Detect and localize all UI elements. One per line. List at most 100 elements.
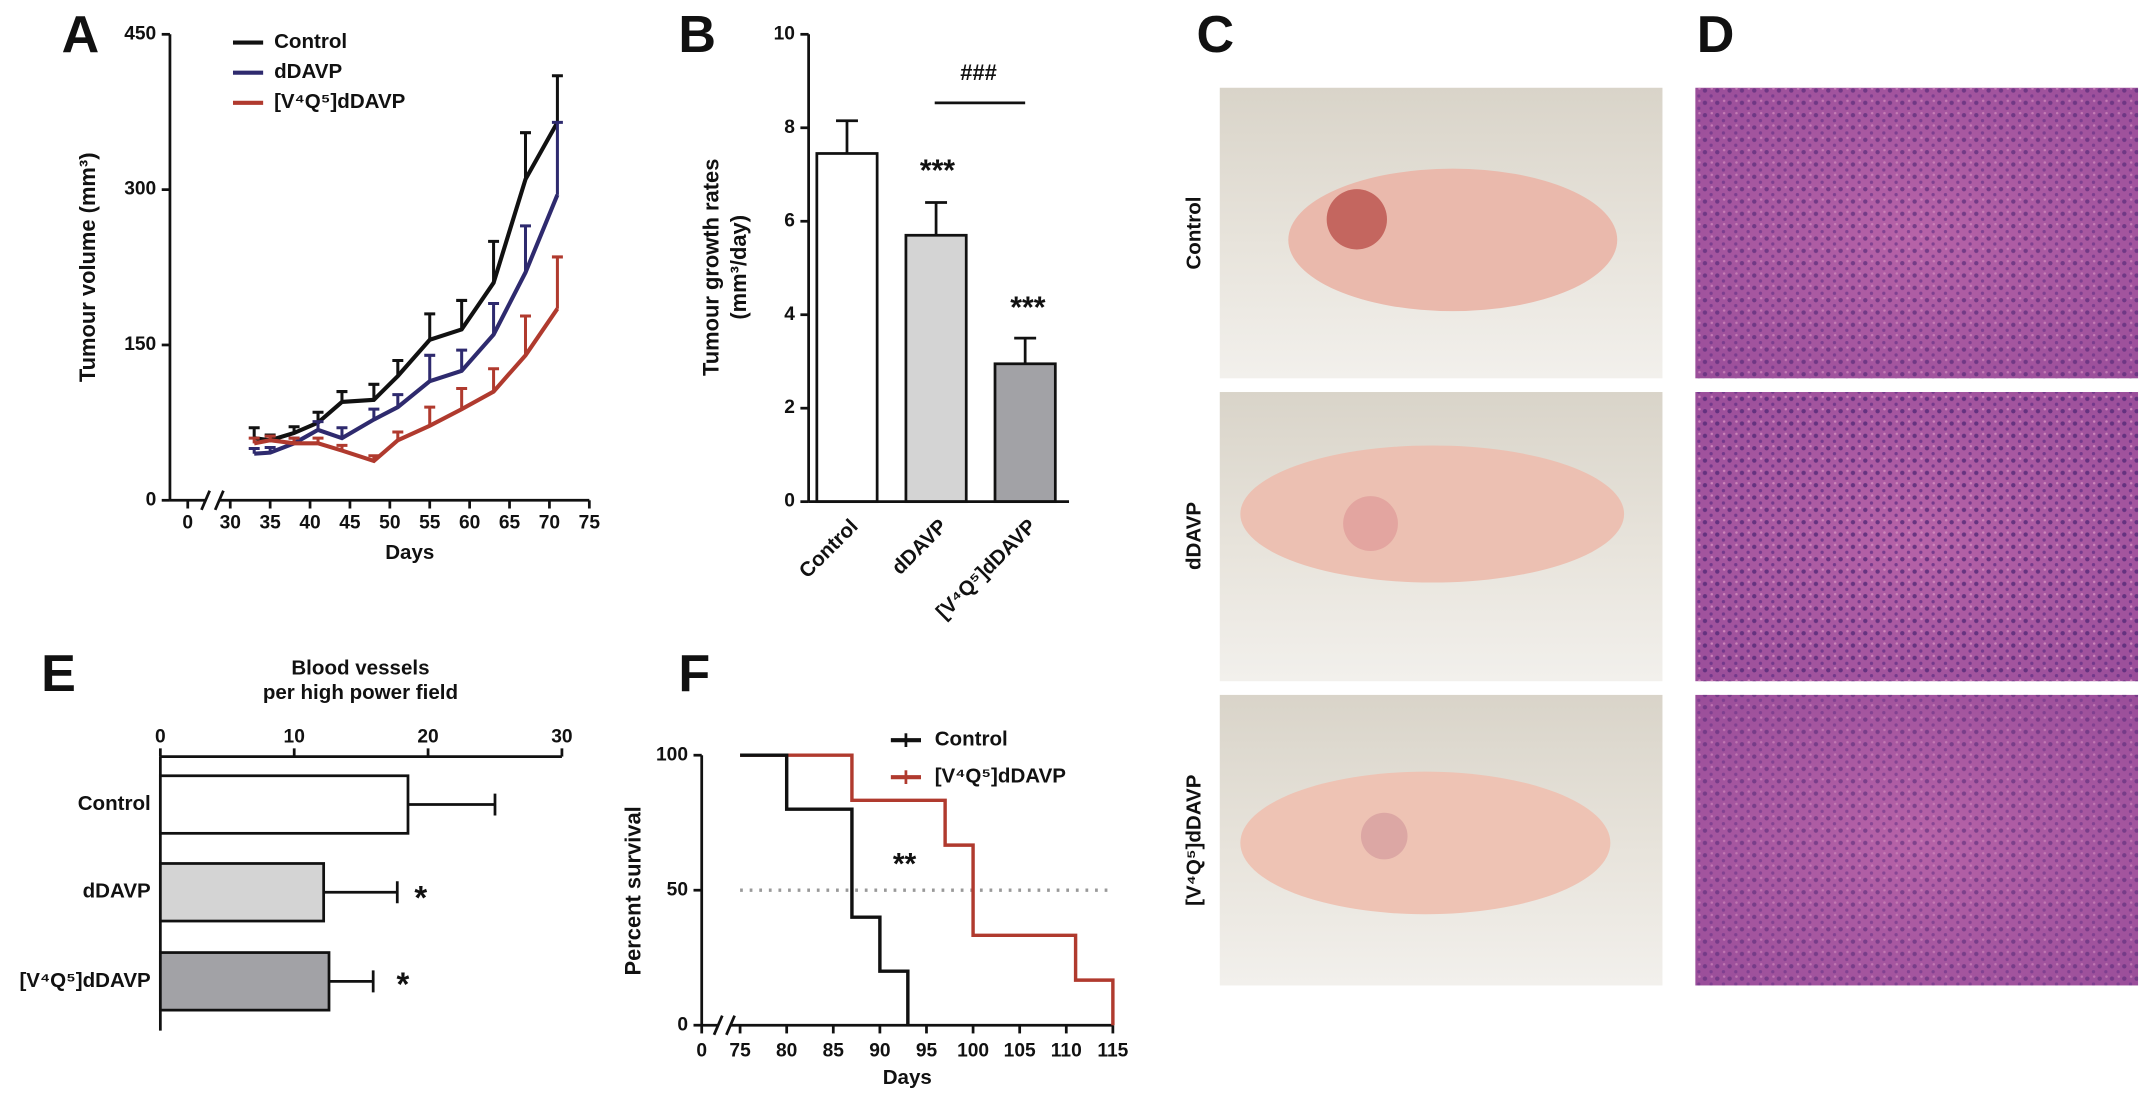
- error-bar: [424, 405, 436, 426]
- error-bar: [456, 298, 468, 330]
- y-axis-label: (mm³/day): [726, 215, 751, 320]
- legend-label: [V⁴Q⁵]dDAVP: [274, 90, 405, 113]
- error-bar: [407, 793, 497, 816]
- survival-curve: [740, 753, 910, 1026]
- legend-label: dDAVP: [274, 60, 342, 83]
- x-tick-label: 0: [155, 726, 166, 747]
- x-axis-label: Days: [385, 541, 434, 564]
- x-tick-label: 40: [299, 513, 320, 534]
- x-tick-label: 75: [729, 1040, 751, 1061]
- annotation: *: [397, 966, 410, 1003]
- axis-break: [725, 1015, 736, 1036]
- annotation: ***: [1010, 292, 1045, 325]
- y-tick-label: 0: [146, 489, 157, 510]
- error-bar: [424, 312, 436, 340]
- bar: [904, 233, 968, 504]
- photo-c: [1219, 87, 1663, 986]
- error-bar: [456, 348, 468, 371]
- y-tick-label: 450: [124, 23, 156, 44]
- error-bar: [551, 120, 563, 195]
- x-tick-label: Control: [795, 515, 863, 583]
- x-tick-label: 30: [220, 513, 241, 534]
- x-tick-label: 35: [259, 513, 281, 534]
- bar: [158, 951, 331, 1012]
- annotation: ***: [920, 155, 955, 188]
- x-tick-label: 70: [539, 513, 560, 534]
- error-bar: [488, 367, 500, 392]
- y-axis-label: Tumour growth rates: [698, 159, 723, 376]
- annotation: **: [893, 848, 917, 881]
- x-axis-label: Days: [883, 1066, 932, 1089]
- x-tick-label: 20: [417, 726, 438, 747]
- error-bar: [520, 314, 531, 356]
- axis-break: [712, 1015, 724, 1036]
- photo-d: [1695, 87, 2139, 986]
- y-tick-label: 6: [784, 210, 795, 231]
- error-bar: [456, 386, 468, 410]
- error-bar: [248, 426, 260, 439]
- error-bar: [1014, 336, 1037, 364]
- x-tick-label: 50: [379, 513, 400, 534]
- error-bar: [424, 353, 436, 382]
- y-tick-label: 2: [784, 397, 795, 418]
- error-bar: [925, 201, 948, 236]
- row-label: [V⁴Q⁵]dDAVP: [1183, 775, 1206, 906]
- error-bar: [488, 302, 500, 335]
- y-tick-label: 0: [784, 491, 795, 512]
- panel-letter: F: [678, 645, 710, 703]
- x-tick-label: 110: [1051, 1040, 1082, 1061]
- series-line: [253, 307, 560, 464]
- bar: [158, 774, 410, 835]
- x-tick-label: 55: [419, 513, 441, 534]
- panel-letter: D: [1697, 6, 1735, 64]
- error-bar: [836, 119, 858, 154]
- mouse: [1240, 445, 1625, 583]
- x-tick-label: 100: [957, 1040, 989, 1061]
- y-tick-label: 100: [656, 744, 688, 765]
- chart-title: Blood vessels: [291, 656, 429, 679]
- y-tick-label: 150: [124, 334, 156, 355]
- y-tick-label: 8: [784, 117, 795, 138]
- x-tick-label: 10: [284, 726, 305, 747]
- bar: [815, 152, 879, 504]
- annotation: *: [414, 879, 427, 916]
- y-tick-label: [V⁴Q⁵]dDAVP: [19, 969, 150, 992]
- y-tick-label: dDAVP: [83, 880, 151, 903]
- y-tick-label: 4: [784, 304, 795, 325]
- y-tick-label: Control: [78, 792, 151, 815]
- error-bar: [551, 255, 563, 309]
- y-tick-label: 0: [677, 1014, 688, 1035]
- y-tick-label: 50: [667, 879, 688, 900]
- survival-curve: [740, 753, 1115, 1026]
- bar: [158, 862, 326, 923]
- histology-nuclei: [1695, 694, 2139, 986]
- y-axis-label: Percent survival: [620, 806, 645, 975]
- x-tick-label: 105: [1004, 1040, 1036, 1061]
- tumour: [1326, 189, 1387, 250]
- chart-title: per high power field: [263, 681, 458, 704]
- axis-break: [200, 490, 211, 511]
- mouse: [1240, 771, 1611, 915]
- tumour: [1343, 496, 1398, 551]
- series-line: [253, 121, 560, 443]
- series-line: [254, 194, 560, 456]
- panel-letter: E: [41, 645, 76, 703]
- x-tick-label: 85: [823, 1040, 845, 1061]
- x-tick-label: 60: [459, 513, 480, 534]
- x-tick-label: dDAVP: [887, 515, 951, 579]
- y-tick-label: 300: [124, 179, 156, 200]
- histology-nuclei: [1695, 392, 2139, 682]
- annotation: ###: [960, 60, 997, 85]
- x-tick-label: 0: [696, 1040, 707, 1061]
- legend-label: [V⁴Q⁵]dDAVP: [935, 765, 1066, 788]
- panel-letter: C: [1196, 6, 1234, 64]
- tumour: [1360, 812, 1408, 860]
- error-bar: [551, 74, 563, 123]
- x-tick-label: 80: [776, 1040, 797, 1061]
- x-tick-label: 45: [339, 513, 361, 534]
- x-tick-label: 0: [182, 513, 193, 534]
- legend-label: Control: [935, 728, 1008, 751]
- error-bar: [520, 224, 531, 273]
- y-axis-label: Tumour volume (mm³): [75, 152, 100, 382]
